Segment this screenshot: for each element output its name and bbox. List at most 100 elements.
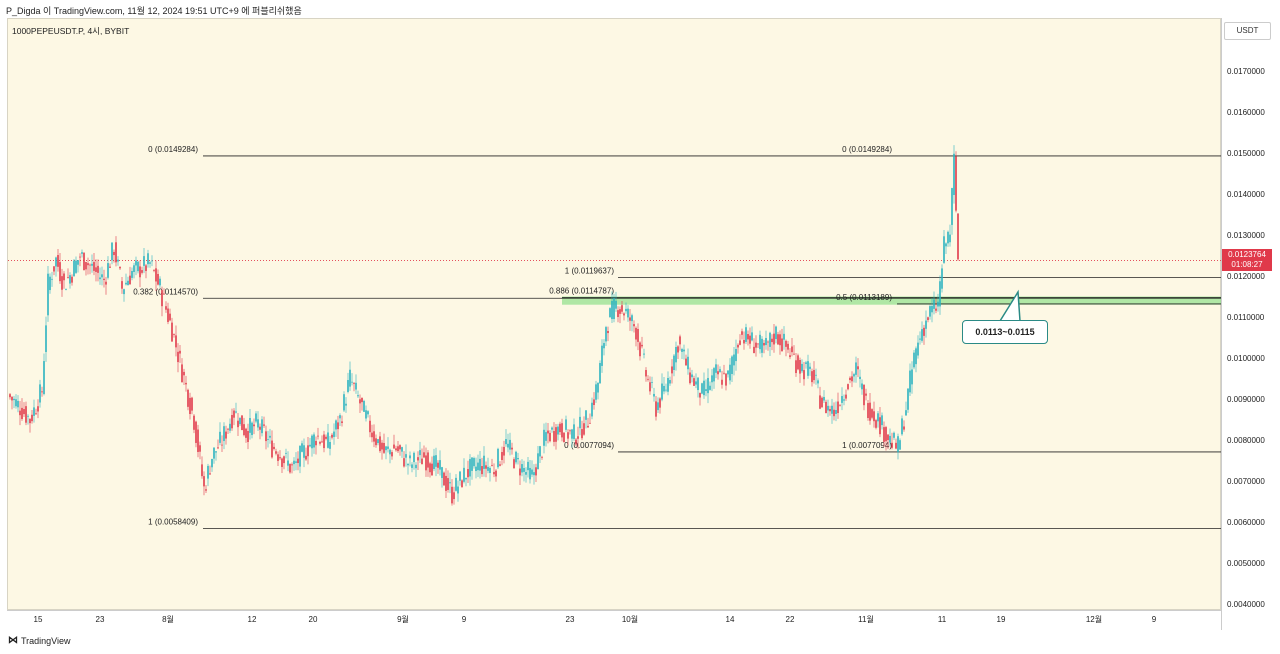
- candle-body: [677, 346, 679, 353]
- candle-body: [27, 415, 29, 417]
- candle-body: [565, 419, 567, 430]
- price-tick-label: 0.0090000: [1227, 395, 1265, 404]
- candle-body: [63, 273, 65, 281]
- candle-body: [23, 409, 25, 415]
- candle-body: [727, 370, 729, 375]
- candle-body: [875, 420, 877, 428]
- candle-body: [81, 252, 83, 254]
- fib-level-label: 0 (0.0149284): [842, 145, 892, 154]
- candle-body: [689, 372, 691, 384]
- candle-body: [483, 455, 485, 469]
- candle-body: [19, 410, 21, 416]
- candle-body: [771, 338, 773, 343]
- candle-body: [471, 457, 473, 471]
- time-tick-label: 20: [309, 615, 318, 624]
- candle-body: [957, 213, 959, 260]
- candle-body: [911, 369, 913, 385]
- candle-body: [723, 372, 725, 374]
- candle-body: [949, 234, 951, 243]
- candle-body: [527, 461, 529, 471]
- candle-body: [57, 255, 59, 267]
- candle-body: [583, 423, 585, 435]
- candle-body: [673, 355, 675, 370]
- candle-body: [785, 340, 787, 347]
- candle-body: [729, 364, 731, 381]
- candle-body: [259, 426, 261, 430]
- candle-body: [713, 368, 715, 382]
- time-axis[interactable]: [7, 610, 1221, 631]
- candle-body: [9, 394, 11, 398]
- candle-body: [287, 460, 289, 466]
- candle-body: [101, 274, 103, 278]
- candle-body: [627, 308, 629, 318]
- candle-body: [857, 366, 859, 370]
- candle-body: [227, 428, 229, 430]
- candle-body: [385, 446, 387, 451]
- candle-body: [45, 325, 47, 352]
- price-axis[interactable]: [1221, 18, 1274, 630]
- candle-body: [535, 467, 537, 476]
- candle-body: [97, 265, 99, 273]
- time-tick-label: 9월: [397, 614, 409, 624]
- candle-body: [111, 242, 113, 261]
- candle-body: [337, 422, 339, 430]
- candle-body: [255, 413, 257, 422]
- candle-body: [659, 398, 661, 408]
- candle-body: [387, 446, 389, 449]
- candle-body: [391, 452, 393, 457]
- candle-body: [309, 444, 311, 447]
- candle-body: [125, 282, 127, 285]
- time-tick-label: 12월: [1086, 614, 1102, 624]
- candle-body: [799, 359, 801, 374]
- candle-body: [513, 459, 515, 469]
- candle-body: [715, 364, 717, 373]
- price-tick-label: 0.0140000: [1227, 190, 1265, 199]
- candle-body: [507, 443, 509, 448]
- candle-body: [559, 423, 561, 433]
- candle-body: [655, 401, 657, 417]
- candle-body: [151, 260, 153, 262]
- footer-brand: TradingView: [21, 635, 71, 646]
- candle-body: [37, 406, 39, 412]
- candle-body: [237, 420, 239, 428]
- candle-body: [141, 270, 143, 273]
- candle-body: [277, 454, 279, 461]
- candle-body: [601, 345, 603, 366]
- candle-body: [707, 377, 709, 394]
- candle-body: [315, 440, 317, 446]
- candle-body: [895, 442, 897, 449]
- price-tick-label: 0.0150000: [1227, 149, 1265, 158]
- currency-selector[interactable]: USDT: [1224, 22, 1271, 40]
- candle-body: [83, 252, 85, 271]
- candle-body: [597, 382, 599, 393]
- current-price-value: 0.0123764: [1228, 250, 1266, 259]
- fib-level-label: 0.5 (0.0113189): [836, 293, 892, 302]
- candle-body: [885, 427, 887, 442]
- candle-body: [823, 396, 825, 401]
- candle-body: [85, 262, 87, 270]
- candle-body: [157, 273, 159, 285]
- candle-body: [619, 309, 621, 314]
- candle-body: [59, 262, 61, 282]
- candle-body: [813, 369, 815, 381]
- candle-body: [939, 281, 941, 307]
- candle-body: [913, 352, 915, 368]
- candle-body: [379, 436, 381, 452]
- candle-body: [711, 375, 713, 383]
- candle-body: [761, 338, 763, 353]
- candle-body: [791, 346, 793, 353]
- candle-body: [651, 381, 653, 383]
- candle-body: [231, 414, 233, 429]
- candle-body: [733, 354, 735, 366]
- candle-body: [405, 454, 407, 458]
- candle-body: [273, 446, 275, 449]
- candle-body: [401, 447, 403, 452]
- candle-body: [181, 364, 183, 383]
- candle-body: [247, 431, 249, 443]
- candle-body: [75, 260, 77, 273]
- candle-body: [361, 397, 363, 403]
- candle-body: [915, 348, 917, 365]
- candle-body: [431, 463, 433, 476]
- candle-body: [847, 384, 849, 390]
- candle-body: [77, 260, 79, 265]
